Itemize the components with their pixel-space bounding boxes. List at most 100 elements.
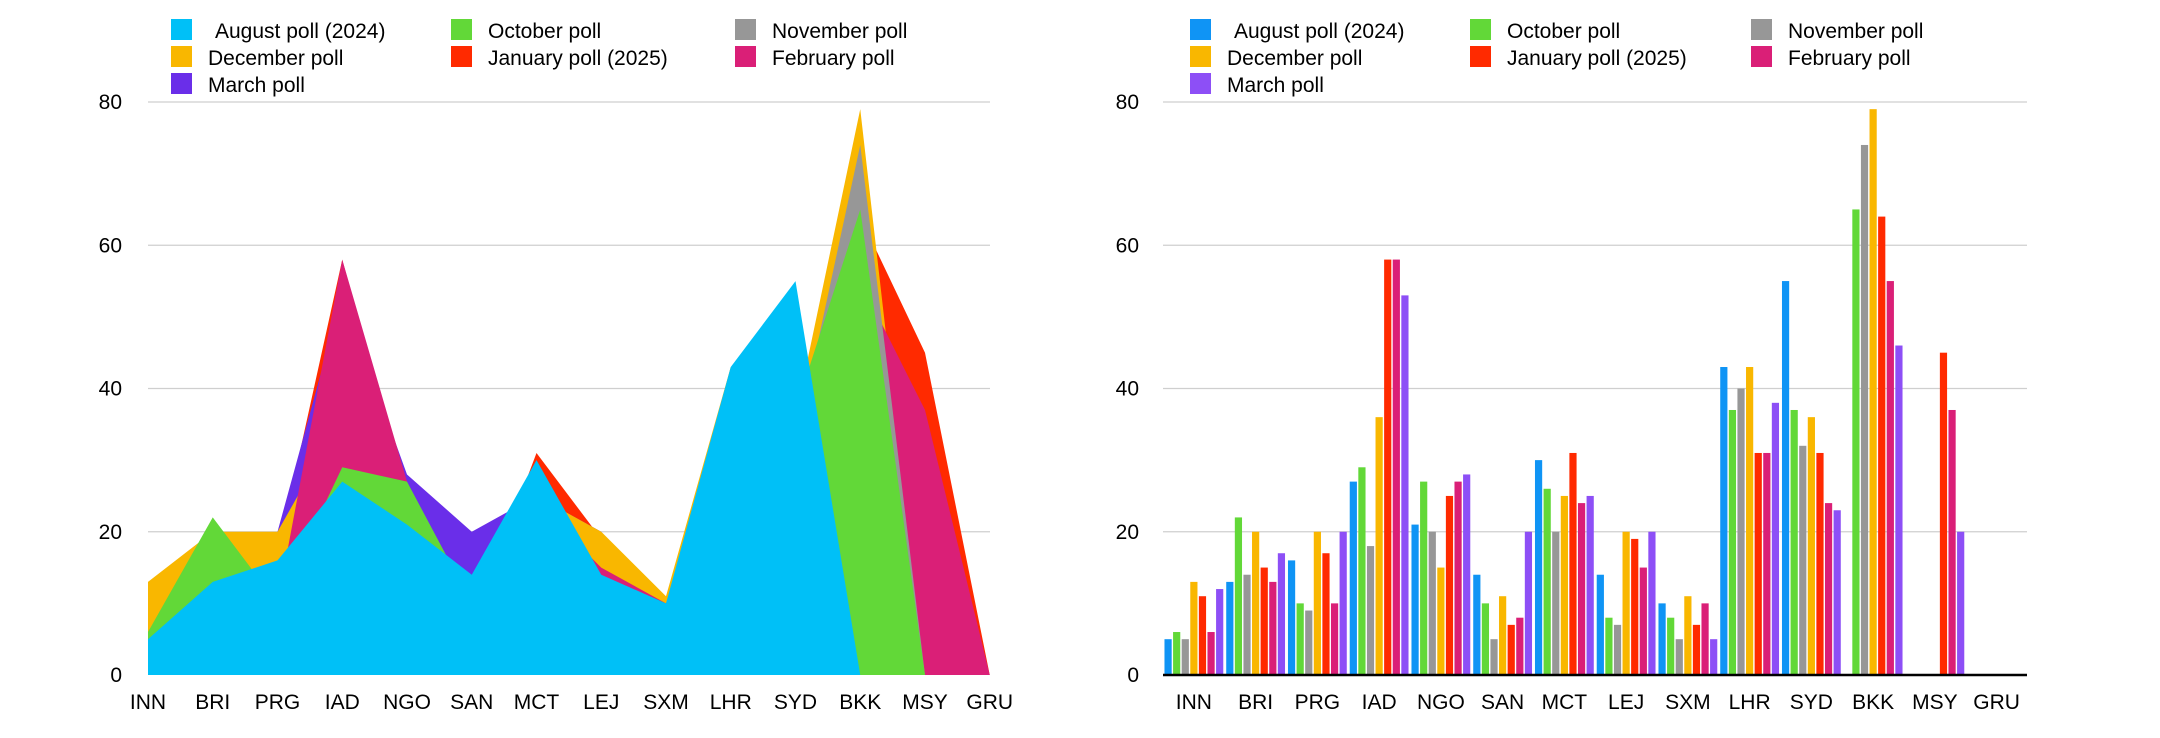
bar [1605, 617, 1613, 675]
legend: August poll (2024) October poll November p… [1190, 19, 1923, 97]
x-tick-label: BKK [839, 691, 881, 714]
bar [1586, 495, 1594, 675]
bar [1463, 474, 1471, 675]
legend-swatch [171, 19, 192, 40]
legend-label: March poll [1227, 74, 1324, 97]
x-tick-label: LEJ [1608, 691, 1644, 714]
bar [1313, 531, 1321, 675]
bar [1710, 639, 1718, 675]
bar [1560, 495, 1568, 675]
bar [1869, 109, 1877, 676]
x-tick-label: INN [130, 691, 166, 714]
y-tick-label: 80 [99, 91, 122, 114]
x-tick-label: BRI [195, 691, 230, 714]
bar [1524, 531, 1533, 675]
bar [1895, 345, 1903, 675]
bar [1190, 581, 1198, 675]
legend-swatch [735, 46, 756, 67]
bar-chart: 0 20 40 60 80 INN BRI PRG IAD NGO SAN MCT LEJ SXM LHR S… [1116, 19, 2027, 714]
x-tick-label: SYD [774, 691, 817, 714]
bar [1648, 531, 1656, 675]
x-tick-label: IAD [325, 691, 360, 714]
x-tick-label: BKK [1852, 691, 1894, 714]
legend-label: February poll [1788, 47, 1911, 70]
area-layers [148, 109, 990, 676]
legend-swatch [1190, 46, 1211, 67]
bar [1622, 531, 1630, 675]
legend-label: December poll [1227, 47, 1362, 70]
area-series [148, 281, 990, 675]
bar [1481, 603, 1490, 675]
bar [1720, 367, 1728, 675]
bar [1799, 445, 1807, 675]
y-tick-label: 20 [99, 521, 122, 544]
legend-swatch [171, 73, 192, 94]
bar [1728, 409, 1737, 675]
legend-swatch [1190, 73, 1211, 94]
x-tick-label: NGO [383, 691, 431, 714]
x-tick-label: NGO [1417, 691, 1465, 714]
y-tick-label: 60 [1116, 234, 1139, 257]
legend-swatch [1470, 19, 1491, 40]
bar [1948, 409, 1956, 675]
bar [1807, 417, 1815, 675]
bar [1675, 639, 1683, 675]
bar [1631, 538, 1639, 675]
x-tick-label: LEJ [583, 691, 619, 714]
bar [1667, 617, 1675, 675]
bar [1552, 531, 1560, 675]
bar [1445, 495, 1454, 675]
bar [1613, 624, 1622, 675]
bar [1339, 531, 1347, 675]
x-tick-label: GRU [1973, 691, 2020, 714]
y-tick-label: 40 [1116, 378, 1139, 401]
bar [1392, 259, 1400, 675]
bar [1692, 624, 1701, 675]
bar [1234, 517, 1243, 675]
bar-groups [1164, 109, 1965, 676]
bar [1437, 567, 1445, 675]
x-tick-label: MCT [514, 691, 560, 714]
bar [1957, 531, 1965, 675]
x-tick-label: PRG [1295, 691, 1341, 714]
bar [1939, 352, 1948, 675]
legend-label: November poll [772, 20, 907, 43]
bar [1860, 144, 1869, 676]
bar [1330, 603, 1339, 675]
legend-label: November poll [1788, 20, 1923, 43]
x-tick-label: PRG [255, 691, 301, 714]
bar [1763, 452, 1771, 675]
bar [1164, 639, 1172, 675]
bar [1269, 581, 1277, 675]
bar [1322, 553, 1330, 675]
bar [1746, 367, 1754, 675]
x-tick-label: MSY [902, 691, 948, 714]
y-tick-label: 80 [1116, 91, 1139, 114]
bar [1207, 632, 1215, 675]
bar [1401, 295, 1409, 675]
x-tick-label: SYD [1790, 691, 1833, 714]
bar [1543, 488, 1551, 675]
x-tick-label: SXM [1665, 691, 1711, 714]
bar [1349, 481, 1357, 675]
y-tick-label: 40 [99, 378, 122, 401]
legend-label: January poll (2025) [1507, 47, 1687, 70]
y-tick-label: 60 [99, 234, 122, 257]
bar [1577, 503, 1586, 675]
area-chart: 0 20 40 60 80 INN BRI PRG IAD NGO SAN MCT LEJ SXM LHR S… [99, 19, 1013, 714]
x-tick-label: MSY [1912, 691, 1958, 714]
bar [1754, 452, 1762, 675]
legend-label: February poll [772, 47, 895, 70]
bar [1534, 460, 1543, 675]
legend-label: December poll [208, 47, 343, 70]
bar [1852, 209, 1860, 675]
legend-label: January poll (2025) [488, 47, 668, 70]
bar [1296, 603, 1304, 675]
x-tick-label: GRU [966, 691, 1013, 714]
bar [1886, 281, 1894, 675]
x-tick-label: LHR [1729, 691, 1771, 714]
y-tick-label: 20 [1116, 521, 1139, 544]
bar [1701, 603, 1709, 675]
x-tick-label: IAD [1362, 691, 1397, 714]
x-tick-label: BRI [1238, 691, 1273, 714]
